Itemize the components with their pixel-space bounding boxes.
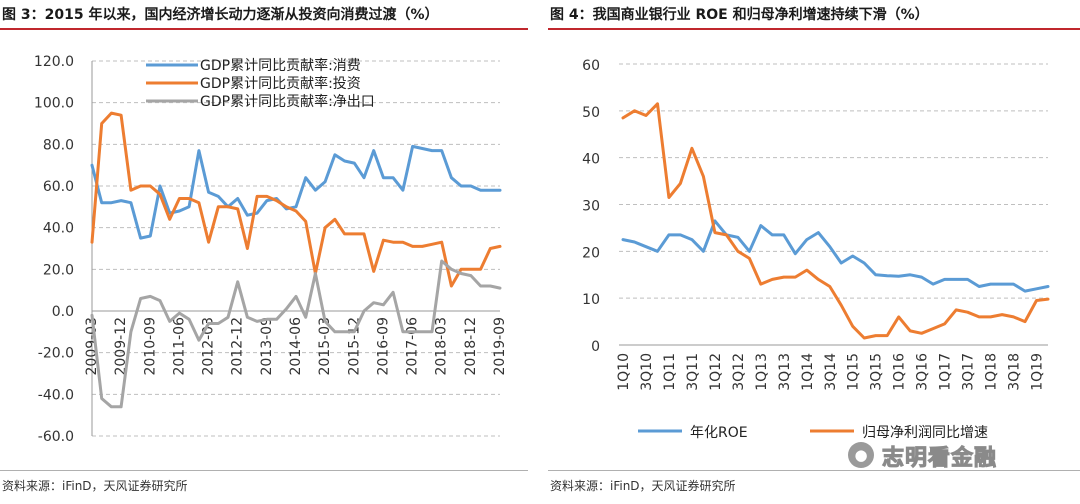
y-tick-label: 100.0 [34,96,74,112]
x-tick-label: 1Q12 [708,353,724,391]
y-tick-label: -60.0 [38,429,74,445]
y-tick-label: 120.0 [34,54,74,70]
left-panel: 图 3：2015 年以来，国内经济增长动力逐渐从投资向消费过渡（%） 120.0… [0,0,528,504]
y-tick-label: 20.0 [43,262,74,278]
wechat-icon: ● [848,442,874,468]
series-line-1 [90,111,502,288]
right-panel: 图 4：我国商业银行业 ROE 和归母净利增速持续下滑（%） 60 50 40 30 2… [548,0,1080,504]
x-tick-label: 3Q15 [869,353,885,391]
legend-label: GDP累计同比贡献率:投资 [200,75,361,92]
y-tick-label: 40 [582,152,600,168]
x-tick-label: 1Q17 [938,353,954,391]
x-tick-label: 3Q18 [1007,353,1023,391]
x-tick-label: 3Q16 [915,353,931,391]
legend-label: GDP累计同比贡献率:净出口 [200,93,375,110]
legend-label: GDP累计同比贡献率:消费 [200,57,361,74]
y-tick-label: 60 [582,58,600,74]
left-source: 资料来源：iFinD，天风证券研究所 [2,479,188,493]
x-tick-label: 2019-09 [492,317,508,376]
x-tick-label: 2013-09 [259,317,275,376]
series-line-0 [90,144,502,240]
x-tick-label: 1Q11 [662,353,678,391]
x-tick-label: 1Q19 [1030,353,1046,391]
x-tick-label: 3Q13 [777,353,793,391]
right-bottom-rule [548,470,1080,471]
right-chart: 60 50 40 30 20 10 0 1Q10 3Q10 1Q11 3Q11 1Q12 3Q12 1Q1… [582,58,1050,441]
series-line-0 [621,219,1050,293]
y-tick-label: -20.0 [38,346,74,362]
y-tick-label: 0.0 [52,304,74,320]
x-tick-label: 2018-12 [463,317,479,376]
y-tick-label: 80.0 [43,137,74,153]
y-tick-label: 30 [582,199,600,215]
x-tick-label: 2009-12 [113,317,129,376]
right-title-rule [548,28,1080,30]
x-tick-label: 2012-12 [230,317,246,376]
x-tick-label: 3Q17 [961,353,977,391]
y-tick-label: 0 [591,339,600,355]
x-tick-label: 2010-09 [142,317,158,376]
x-tick-label: 1Q10 [616,353,632,391]
watermark-text: 志明看金融 [881,446,998,472]
x-tick-label: 1Q13 [754,353,770,391]
y-tick-label: 10 [582,292,600,308]
x-tick-label: 2015-12 [346,317,362,376]
series-line-1 [621,102,1050,340]
left-chart: 120.0 100.0 80.0 60.0 40.0 20.0 0.0 -20.0 -40.0 -… [34,54,508,445]
y-tick-label: -40.0 [38,387,74,403]
x-tick-label: 3Q10 [639,353,655,391]
x-tick-label: 3Q14 [823,353,839,391]
x-tick-label: 1Q16 [892,353,908,391]
x-tick-label: 2016-09 [375,317,391,376]
left-bottom-rule [0,470,528,471]
x-tick-label: 2018-03 [434,317,450,376]
legend-label: 归母净利润同比增速 [862,424,988,441]
x-tick-label: 1Q18 [984,353,1000,391]
x-tick-label: 2017-06 [405,317,421,376]
y-tick-label: 20 [582,245,600,261]
x-tick-label: 2014-06 [288,317,304,376]
right-source: 资料来源：iFinD，天风证券研究所 [550,479,736,493]
left-title-rule [0,28,528,30]
x-tick-label: 2015-03 [317,317,333,376]
x-tick-label: 3Q11 [685,353,701,391]
legend-label: 年化ROE [690,425,748,441]
left-chart-title: 图 3：2015 年以来，国内经济增长动力逐渐从投资向消费过渡（%） [2,7,439,23]
x-tick-label: 3Q12 [731,353,747,391]
x-tick-label: 2011-06 [171,317,187,376]
right-chart-title: 图 4：我国商业银行业 ROE 和归母净利增速持续下滑（%） [550,7,929,23]
x-tick-label: 1Q14 [800,353,816,391]
watermark: ● 志明看金融 [848,440,1074,472]
y-tick-label: 50 [582,105,600,121]
y-tick-label: 60.0 [43,179,74,195]
x-tick-label: 1Q15 [846,353,862,391]
y-tick-label: 40.0 [43,221,74,237]
series-line-2 [90,259,502,409]
